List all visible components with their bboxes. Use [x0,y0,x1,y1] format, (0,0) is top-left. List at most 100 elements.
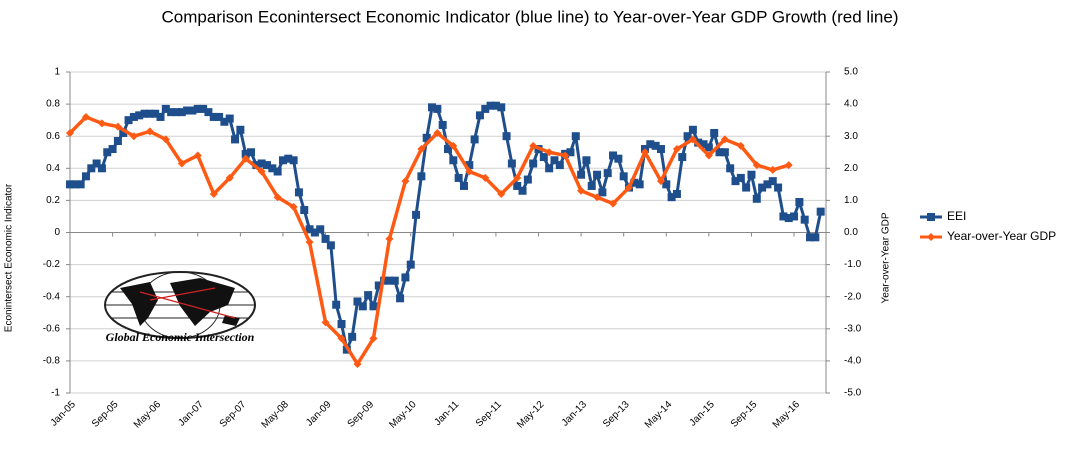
point [571,132,580,141]
point [704,143,713,152]
point [326,241,335,250]
point [273,167,282,176]
point [225,114,234,123]
point [640,148,649,157]
point [539,153,548,162]
point [310,228,319,237]
y2-axis-label: Year-over-Year GDP [881,212,892,303]
point [497,103,506,112]
legend-marker [927,233,935,241]
point [193,104,202,113]
point [603,169,612,178]
point [688,135,697,144]
point [145,109,154,118]
point [593,193,602,202]
point [758,183,767,192]
point [406,260,415,269]
point [422,133,431,142]
point [87,164,96,173]
y-tick-label: 0.8 [46,99,60,110]
point [273,193,282,202]
point [678,153,687,162]
point [199,104,208,113]
y2-tick-label: 0.0 [844,227,858,238]
point [241,149,250,158]
point [518,186,527,195]
point [374,281,383,290]
point [699,140,708,149]
point [656,177,665,186]
point [369,334,378,343]
point [337,319,346,328]
y2-tick-label: -1.0 [844,259,862,270]
point [353,297,362,306]
y-tick-label: -0.4 [43,291,61,302]
point [97,119,106,128]
point [167,108,176,117]
point [598,188,607,197]
point [486,101,495,110]
point [609,151,618,160]
point [257,167,266,176]
point [81,172,90,181]
point [76,180,85,189]
point [742,183,751,192]
point [720,135,729,144]
point [752,194,761,203]
point [459,181,468,190]
point [135,111,144,120]
x-tick-label: Sep-09 [346,399,377,430]
x-tick-label: May-14 [643,399,675,431]
point [545,164,554,173]
y2-tick-label: 1.0 [844,195,858,206]
point [465,161,474,170]
point [529,141,538,150]
point [646,140,655,149]
point [438,120,447,129]
point [454,173,463,182]
point [289,156,298,165]
point [587,181,596,190]
y2-tick-label: -5.0 [844,388,862,399]
y-tick-label: 0.2 [46,195,60,206]
point [449,141,458,150]
point [513,173,522,182]
x-tick-label: May-12 [515,399,547,431]
point [736,173,745,182]
point [241,154,250,163]
x-tick-label: May-10 [387,399,419,431]
y2-tick-label: -3.0 [844,323,862,334]
point [401,273,410,282]
point [523,175,532,184]
point [651,141,660,150]
point [151,109,160,118]
logo: Global Economic Intersection [104,271,256,344]
point [662,180,671,189]
point [433,104,442,113]
point [177,108,186,117]
point [209,189,218,198]
point [188,106,197,115]
point [385,276,394,285]
point [278,156,287,165]
point [795,198,804,207]
point [183,106,192,115]
x-tick-label: Sep-13 [601,399,632,430]
y-tick-label: 0.4 [46,163,60,174]
point [247,148,256,157]
point [172,108,181,117]
point [145,127,154,136]
point [332,300,341,309]
point [412,210,421,219]
point [470,135,479,144]
legend-label: Year-over-Year GDP [947,229,1056,243]
y2-tick-label: -4.0 [844,356,862,367]
point [465,167,474,176]
point [193,151,202,160]
y-tick-label: 0 [54,227,60,238]
point [236,125,245,134]
point [417,145,426,154]
point [816,207,825,216]
point [779,212,788,221]
